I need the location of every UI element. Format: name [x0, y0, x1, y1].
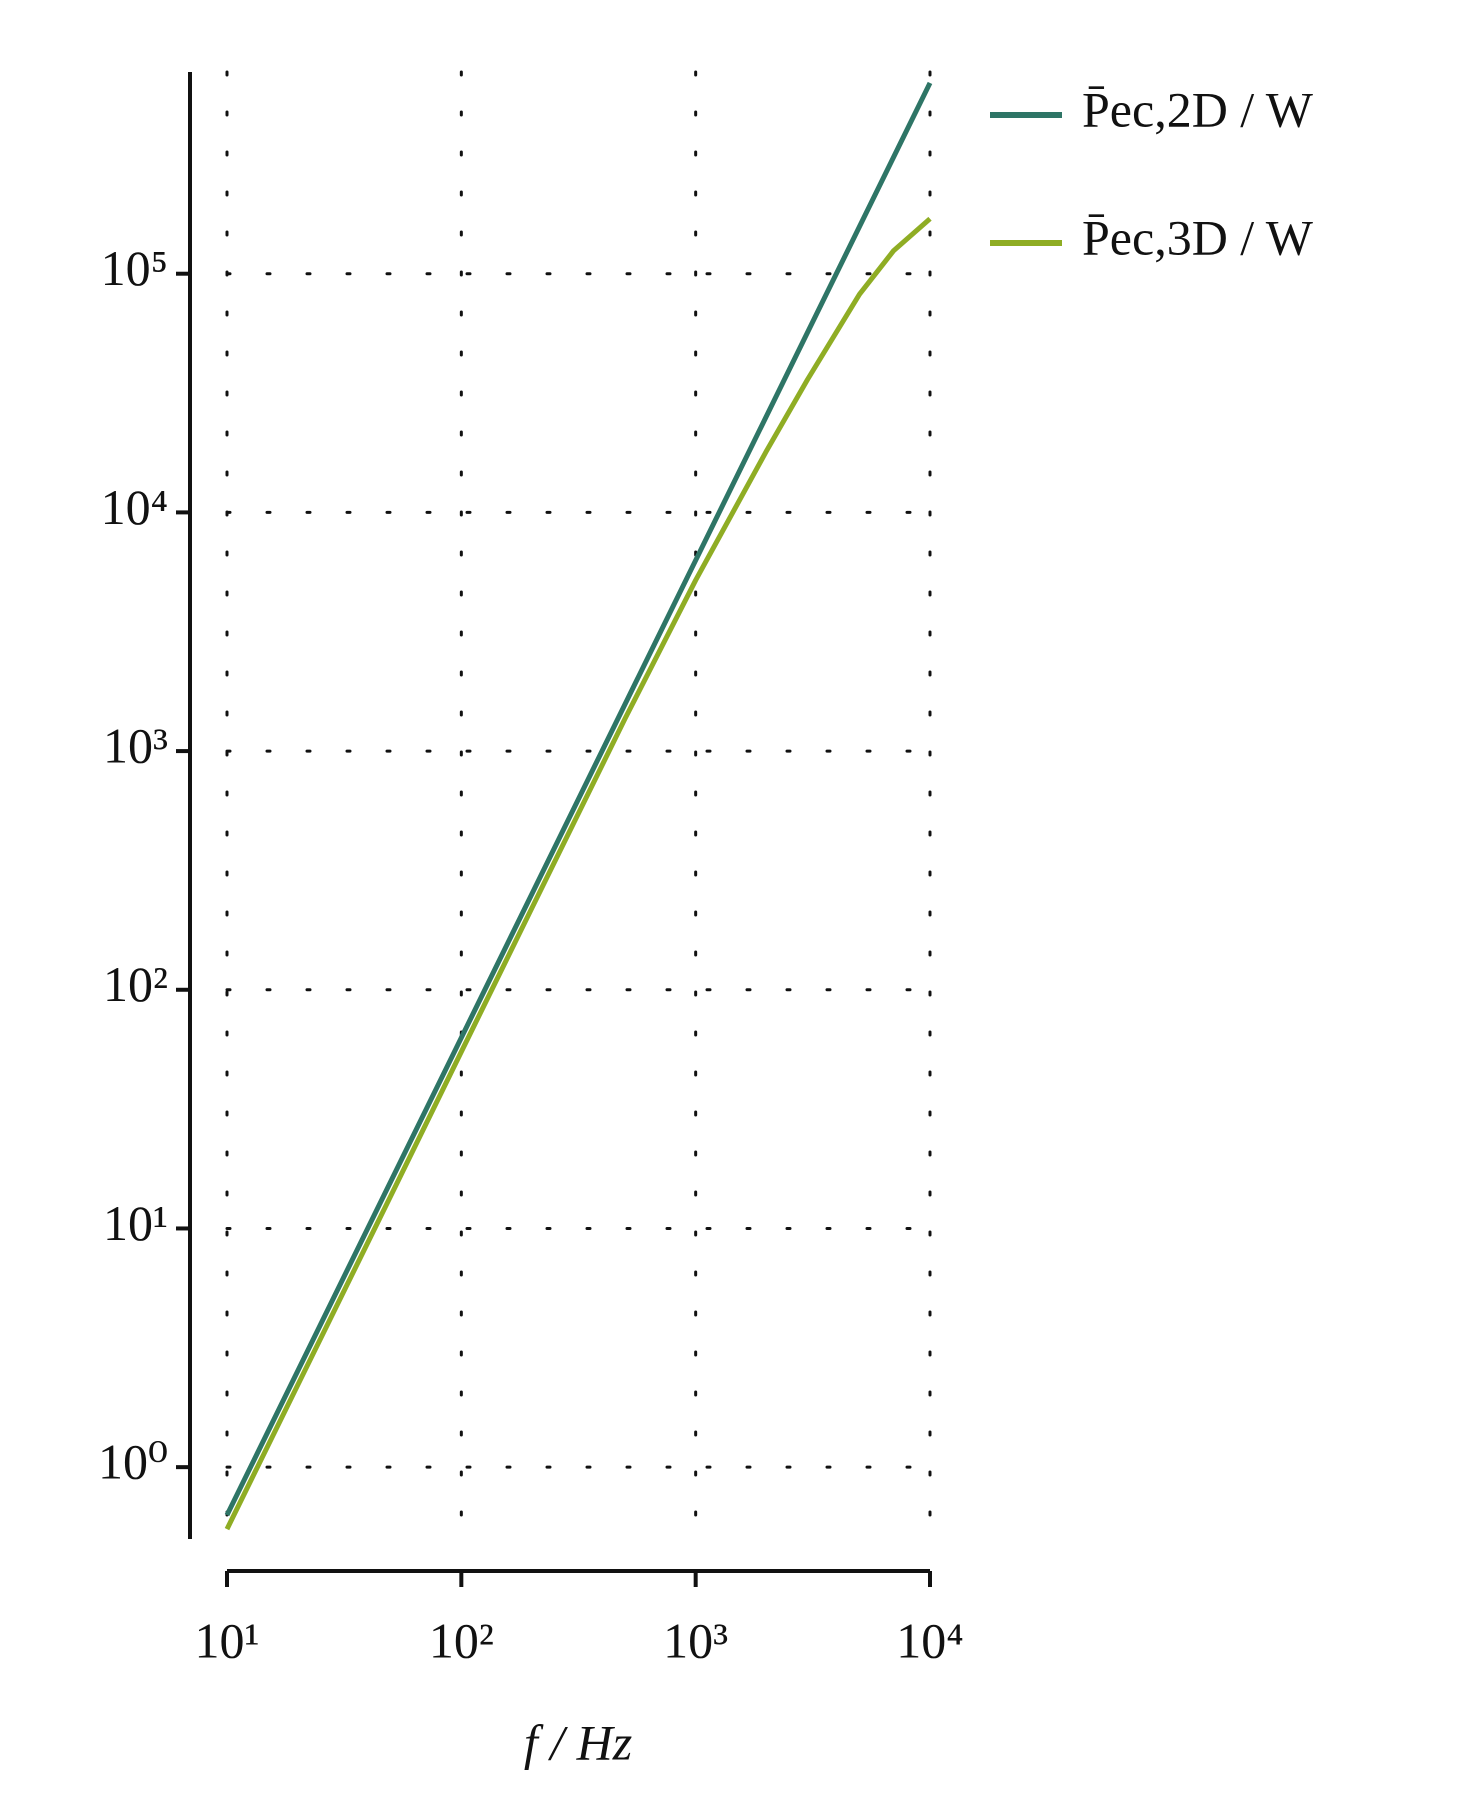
- x-axis-label: f / Hz: [524, 1714, 632, 1770]
- y-tick-label: 10³: [103, 718, 168, 774]
- y-tick-label: 10⁵: [101, 240, 168, 296]
- y-tick-label: 10¹: [103, 1195, 168, 1251]
- legend-label: P̄ec,3D / W: [1082, 209, 1314, 265]
- series-line: [224, 216, 932, 1531]
- series-line: [224, 81, 933, 1517]
- y-tick-label: 10²: [103, 956, 168, 1012]
- x-tick-label: 10⁴: [896, 1612, 963, 1668]
- x-tick-label: 10¹: [195, 1612, 260, 1668]
- x-tick-label: 10³: [663, 1612, 728, 1668]
- legend-label: P̄ec,2D / W: [1082, 81, 1314, 137]
- y-tick-label: 10⁴: [101, 479, 168, 535]
- x-tick-label: 10²: [429, 1612, 494, 1668]
- y-tick-label: 10⁰: [98, 1434, 168, 1490]
